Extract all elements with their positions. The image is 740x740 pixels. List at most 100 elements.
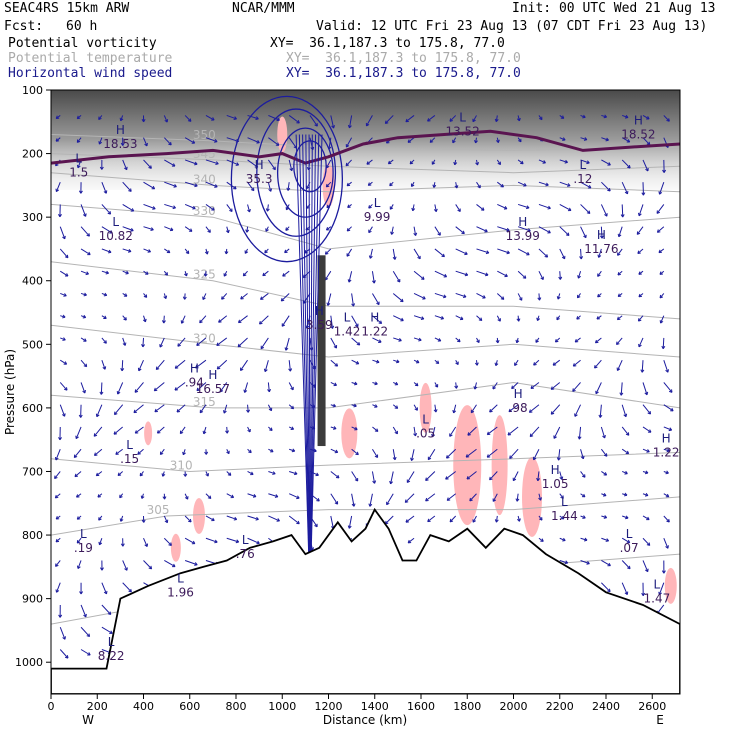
wind-vector-head (144, 142, 148, 147)
wind-vector-head (474, 139, 478, 144)
forecast-hour: 60 h (66, 19, 98, 34)
wind-vector (80, 248, 91, 256)
pv-patch (170, 533, 181, 562)
wind-vector-head (545, 182, 549, 187)
wind-vector-head (542, 160, 546, 164)
wind-vector-head (666, 448, 670, 453)
wind-vector-head (355, 451, 359, 456)
wind-vector-head (597, 254, 602, 258)
wind-vector-head (268, 407, 273, 412)
wind-vector (517, 270, 527, 279)
wind-vector-head (507, 432, 512, 436)
wind-vector-head (427, 518, 431, 523)
wind-vector (599, 404, 602, 418)
wind-vector-head (207, 229, 211, 233)
extremum-value: 10.82 (99, 229, 133, 243)
wind-vector (413, 293, 426, 300)
wind-vector-head (174, 387, 178, 391)
wind-vector-head (550, 386, 555, 390)
wind-vector-head (240, 295, 244, 300)
wind-vector-head (316, 498, 320, 502)
wind-vector (497, 248, 510, 254)
wind-vector (449, 115, 457, 122)
wind-vector-head (476, 339, 480, 344)
wind-vector-head (76, 139, 81, 143)
pv-shading-patches (144, 116, 677, 604)
wind-vector (195, 359, 207, 369)
wind-vector (205, 204, 215, 211)
wind-vector (287, 182, 290, 191)
wind-vector (160, 448, 165, 455)
wind-vector (393, 315, 404, 322)
wind-vector (476, 248, 490, 254)
wind-vector (636, 226, 644, 235)
wind-vector (143, 203, 156, 210)
wind-vector (434, 315, 444, 320)
wind-vector-head (315, 472, 319, 477)
wind-vector (164, 248, 171, 254)
wind-vector (226, 137, 239, 142)
wind-vector-head (620, 214, 625, 218)
wind-vector-head (607, 562, 611, 567)
wind-vector (663, 538, 669, 549)
wind-vector (80, 270, 89, 275)
wind-vector (558, 449, 561, 461)
wind-vector (154, 404, 165, 413)
wind-vector (153, 382, 165, 392)
wind-vector-head (76, 164, 81, 169)
wind-vector-head (658, 191, 663, 195)
wind-vector (572, 382, 581, 392)
wind-vector-head (296, 495, 300, 500)
wind-vector-head (120, 367, 125, 372)
wind-contour (230, 95, 344, 263)
wind-vector-head (552, 362, 557, 366)
wind-vector-head (473, 386, 478, 390)
wind-vector-head (128, 588, 132, 593)
extremum-letter: H (315, 304, 324, 318)
wind-vector-head (624, 190, 629, 195)
wind-vector-head (429, 139, 434, 143)
wind-vector-head (465, 454, 470, 458)
wind-vector (196, 382, 207, 392)
wind-vector (434, 204, 437, 212)
extremum-value: 1.42 (334, 325, 361, 339)
wind-vector-head (159, 451, 164, 456)
wind-vector-head (415, 359, 420, 364)
wind-vector-head (576, 294, 581, 299)
wind-vector-head (78, 414, 83, 418)
wind-vector-head (472, 118, 476, 123)
wind-vector-head (538, 116, 543, 121)
wind-vector-head (76, 115, 81, 120)
wind-vector-head (387, 160, 392, 165)
wind-vector-head (290, 386, 294, 391)
wind-vector-head (407, 539, 412, 544)
wind-vector (101, 360, 106, 370)
wind-vector-head (260, 296, 264, 300)
wind-vector (663, 115, 670, 122)
wind-vector (641, 360, 644, 373)
wind-vector-head (637, 318, 642, 322)
wind-vector (559, 471, 563, 480)
wind-vector (159, 337, 165, 348)
wind-vector (425, 493, 436, 502)
wind-vector-head (489, 476, 493, 481)
wind-vector-head (347, 279, 352, 283)
wind-vector-head (148, 165, 152, 169)
y-tick-label: 900 (22, 593, 43, 606)
wind-vector (406, 471, 415, 483)
wind-vector-head (76, 516, 81, 520)
wind-vector-head (355, 323, 359, 328)
wind-vector-head (325, 183, 330, 188)
wind-vector-head (265, 228, 269, 232)
wind-vector-head (334, 363, 339, 367)
wind-vector-head (586, 160, 590, 165)
y-axis-label: Pressure (hPa) (3, 349, 17, 435)
extremum-letter: H (634, 114, 643, 128)
wind-vector (621, 181, 628, 195)
updraft-vector (305, 134, 311, 599)
y-tick-label: 400 (22, 275, 43, 288)
wind-vector-head (457, 208, 461, 212)
wind-vector (122, 159, 128, 170)
wind-vector (122, 560, 128, 571)
wind-vector (280, 293, 290, 302)
